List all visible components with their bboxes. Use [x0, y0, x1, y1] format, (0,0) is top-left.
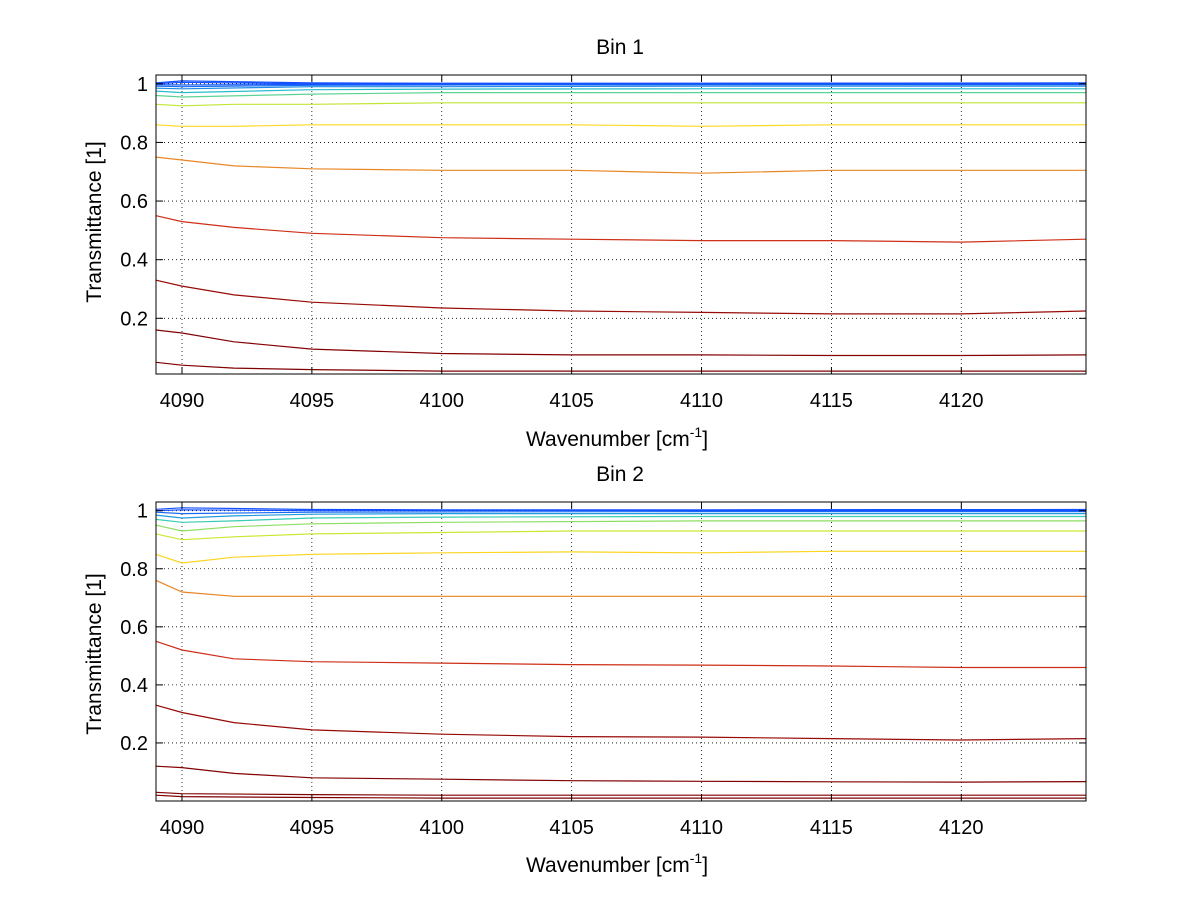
series-line: [155, 579, 1086, 597]
x-axis-label: Wavenumber [cm-1]: [526, 850, 708, 877]
x-tick-label: 4090: [160, 817, 205, 839]
series-line: [155, 80, 1087, 84]
series-layer: [155, 507, 1087, 799]
y-axis-label: Transmittance [1]: [83, 141, 106, 302]
series-line: [155, 550, 1086, 564]
y-axis-label: Transmittance [1]: [83, 573, 106, 734]
series-line: [155, 765, 1087, 783]
axes-box: [155, 501, 1087, 802]
series-line: [155, 91, 1086, 98]
y-tick-label: 0.8: [120, 132, 148, 154]
y-tick-label: 0.6: [120, 617, 148, 639]
series-line: [155, 88, 1086, 94]
x-tick-label: 4090: [160, 390, 205, 412]
chart-title: Bin 2: [596, 463, 644, 486]
y-tick-label: 0.6: [120, 191, 148, 213]
chart-title: Bin 1: [596, 36, 644, 59]
series-line: [155, 794, 1086, 799]
x-ticks: 4090 4095 4100 4105 4110 4115 4120: [160, 502, 984, 839]
chart-panel-bin-2: Bin 2 4090 4095 4100 4105 4110 4115 4120 0.20.…: [83, 463, 1087, 877]
series-line: [155, 102, 1086, 107]
x-tick-label: 4110: [680, 817, 723, 839]
x-tick-label: 4095: [290, 390, 335, 412]
series-layer: [155, 80, 1087, 372]
x-tick-label: 4120: [939, 817, 984, 839]
series-line: [155, 215, 1087, 243]
x-tick-label: 4115: [810, 390, 853, 412]
series-line: [155, 511, 1086, 515]
x-tick-label: 4095: [290, 817, 335, 839]
x-axis-label: Wavenumber [cm-1]: [526, 424, 708, 451]
series-line: [155, 515, 1086, 523]
y-ticks: 0.2 0.4 0.6 0.8 1: [120, 501, 1086, 755]
y-tick-label: 0.8: [120, 559, 148, 581]
y-tick-label: 0.2: [120, 733, 148, 755]
y-ticks: 0.2 0.4 0.6 0.8 1: [120, 74, 1086, 330]
series-line: [155, 512, 1086, 519]
x-tick-label: 4105: [549, 817, 594, 839]
series-line: [155, 156, 1086, 174]
series-line: [155, 85, 1086, 90]
y-tick-label: 1: [137, 74, 148, 96]
chart-panel-bin-1: Bin 1 4090 4095 4100 4105 4110 4115 4120 0.20.…: [83, 36, 1087, 451]
x-tick-label: 4100: [420, 390, 465, 412]
series-line: [155, 704, 1087, 741]
y-tick-label: 0.2: [120, 308, 148, 330]
series-line: [155, 124, 1086, 127]
series-line: [155, 507, 1087, 511]
series-line: [155, 329, 1087, 357]
series-line: [155, 279, 1087, 315]
series-line: [155, 509, 1086, 512]
x-tick-label: 4120: [939, 390, 984, 412]
y-tick-label: 0.4: [120, 250, 148, 272]
x-tick-label: 4100: [420, 817, 465, 839]
series-line: [155, 791, 1086, 796]
series-line: [155, 530, 1086, 541]
x-ticks: 4090 4095 4100 4105 4110 4115 4120: [160, 75, 984, 412]
y-tick-label: 0.4: [120, 675, 148, 697]
series-line: [155, 520, 1086, 532]
x-tick-label: 4110: [680, 390, 723, 412]
x-tick-label: 4105: [549, 390, 594, 412]
x-tick-label: 4115: [810, 817, 853, 839]
axes-box: [155, 74, 1087, 375]
y-tick-label: 1: [137, 501, 148, 523]
series-line: [155, 640, 1086, 669]
